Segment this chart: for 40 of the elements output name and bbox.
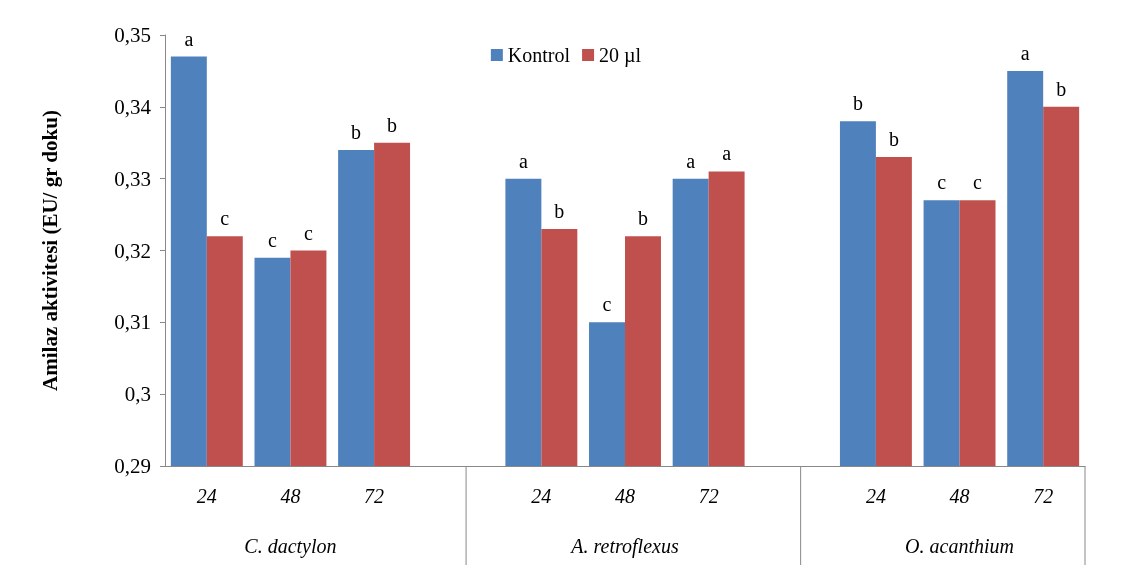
data-label: b xyxy=(852,92,863,115)
y-axis-title: Amilaz aktivitesi (EU/ gr doku) xyxy=(37,110,62,391)
data-label: c xyxy=(602,293,612,316)
data-label: a xyxy=(518,149,528,172)
text: O. acanthium xyxy=(905,535,1014,557)
x-tick-label: 24 xyxy=(531,485,552,507)
x-tick-label: 24 xyxy=(865,485,886,507)
data-label: a xyxy=(184,27,194,50)
data-label: a xyxy=(1020,41,1030,64)
y-tick-label: 0,32 xyxy=(114,238,151,263)
y-tick-label: 0,34 xyxy=(114,94,152,119)
data-label: b xyxy=(387,113,398,136)
x-tick-label: 48 xyxy=(949,485,970,507)
data-label: b xyxy=(1056,77,1067,100)
y-tick-label: 0,35 xyxy=(114,23,151,47)
y-tick-label: 0,3 xyxy=(124,382,151,407)
y-tick-label: 0,29 xyxy=(114,454,151,478)
data-label: b xyxy=(351,120,362,143)
x-tick-label: 48 xyxy=(615,485,635,507)
y-tick-label: 0,31 xyxy=(114,310,151,335)
text: A. retroflexus xyxy=(569,535,679,558)
data-label: b xyxy=(554,199,565,222)
x-tick-label: 24 xyxy=(196,485,217,507)
x-tick-label: 72 xyxy=(1033,485,1054,507)
x-tick-label: 72 xyxy=(364,485,385,507)
data-label: c xyxy=(220,207,230,230)
text: C. dactylon xyxy=(244,535,337,558)
y-tick-label: 0,33 xyxy=(114,166,151,191)
data-label: b xyxy=(637,207,648,230)
x-tick-label: 48 xyxy=(280,485,301,507)
data-label: a xyxy=(686,149,696,172)
data-label: a xyxy=(722,142,732,165)
data-label: c xyxy=(973,171,983,194)
data-label: b xyxy=(888,128,899,151)
legend-label: 20 µl xyxy=(599,44,642,67)
data-label: c xyxy=(303,221,313,244)
legend-label: Kontrol xyxy=(507,44,571,66)
x-tick-label: 72 xyxy=(698,485,719,507)
data-label: c xyxy=(268,228,278,251)
data-label: c xyxy=(937,171,947,194)
